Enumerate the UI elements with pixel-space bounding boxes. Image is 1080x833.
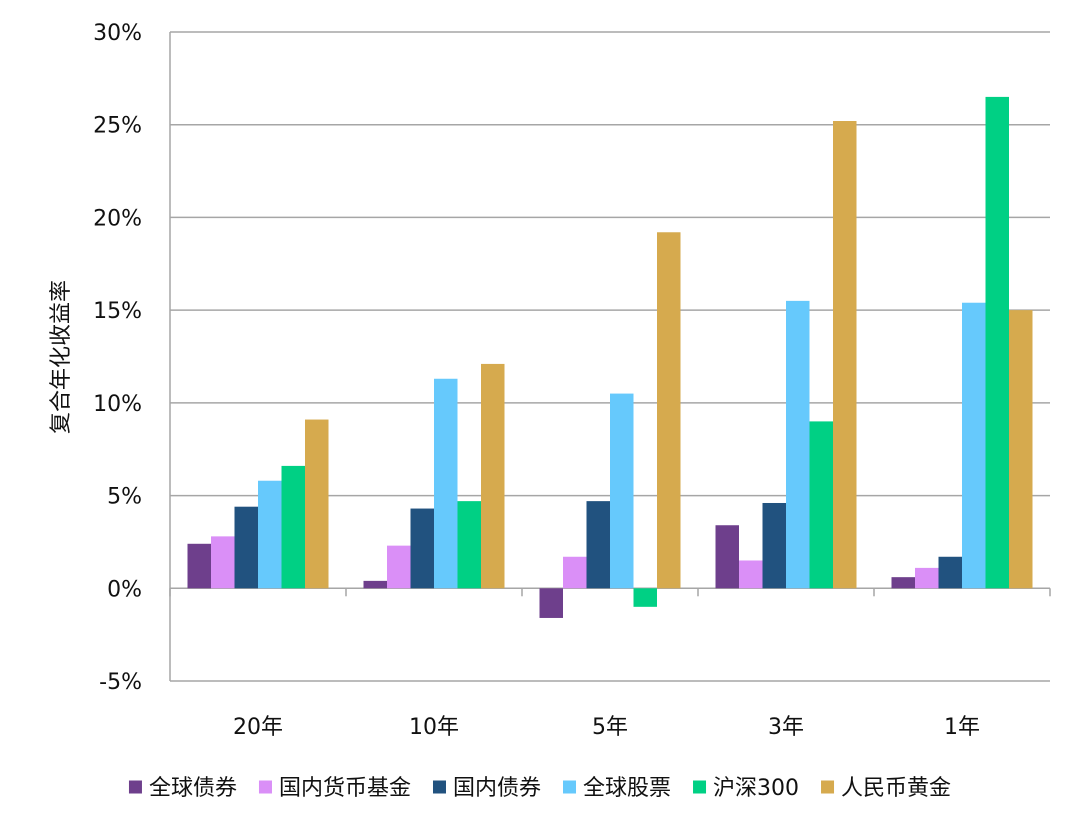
- bars: [187, 96, 1033, 618]
- x-tick-label: 10年: [409, 715, 459, 740]
- y-tick-label: 25%: [93, 114, 142, 139]
- legend-label: 沪深300: [713, 776, 799, 801]
- bar: [985, 96, 1009, 589]
- bar: [739, 560, 763, 589]
- bar: [786, 300, 810, 589]
- y-tick-label: 15%: [93, 299, 142, 324]
- bar: [211, 536, 235, 589]
- y-tick-label: 20%: [93, 206, 142, 231]
- bar: [809, 421, 833, 589]
- bar: [715, 525, 739, 589]
- legend-swatch: [258, 780, 272, 794]
- y-tick-label: 30%: [93, 21, 142, 46]
- bar: [633, 588, 657, 607]
- legend-item: 人民币黄金: [821, 776, 951, 801]
- x-tick-label: 20年: [233, 715, 283, 740]
- legend-item: 国内货币基金: [258, 776, 411, 801]
- x-tick-label: 5年: [592, 715, 628, 740]
- bar: [1009, 310, 1033, 589]
- y-tick-label: -5%: [99, 670, 142, 695]
- bar: [457, 501, 481, 589]
- legend-label: 全球债券: [149, 776, 237, 801]
- x-tick-label: 1年: [944, 715, 980, 740]
- bar: [891, 577, 915, 589]
- y-tick-label: 10%: [93, 392, 142, 417]
- bar: [833, 121, 857, 589]
- bar: [187, 543, 211, 589]
- bar: [434, 378, 458, 589]
- legend-swatch: [693, 780, 707, 794]
- x-tick-labels: 20年 10年 5年 3年 1年: [233, 715, 980, 740]
- legend-label: 国内货币基金: [279, 776, 411, 801]
- legend-label: 国内债券: [453, 776, 541, 801]
- legend-label: 人民币黄金: [841, 776, 951, 801]
- bar: [305, 419, 329, 589]
- legend-item: 国内债券: [432, 776, 541, 801]
- legend-item: 全球股票: [563, 776, 671, 801]
- legend-item: 全球债券: [128, 776, 237, 801]
- bar: [234, 506, 258, 589]
- bar: [586, 501, 610, 589]
- bar: [762, 502, 786, 589]
- x-tick-label: 3年: [768, 715, 804, 740]
- bar: [610, 393, 634, 589]
- bar: [258, 480, 282, 589]
- bar: [539, 588, 563, 618]
- legend: 全球债券 国内货币基金 国内债券 全球股票 沪深300 人民币黄金: [128, 776, 951, 801]
- y-axis-title: 复合年化收益率: [49, 280, 74, 434]
- legend-swatch: [432, 780, 446, 794]
- bar: [281, 465, 305, 589]
- y-tick-label: 0%: [107, 577, 142, 602]
- legend-item: 沪深300: [693, 776, 799, 801]
- bar: [962, 302, 986, 589]
- bar: [481, 363, 505, 589]
- legend-swatch: [563, 780, 577, 794]
- bar: [563, 556, 587, 589]
- legend-swatch: [821, 780, 835, 794]
- bar: [915, 567, 939, 589]
- bar: [363, 580, 387, 589]
- y-tick-label: 5%: [107, 485, 142, 510]
- legend-label: 全球股票: [583, 776, 671, 801]
- bar: [387, 545, 411, 589]
- bar: [938, 556, 962, 589]
- legend-swatch: [128, 780, 142, 794]
- bar: [657, 232, 681, 589]
- bar: [410, 508, 434, 589]
- y-tick-labels: -5% 0% 5% 10% 15% 20% 25% 30%: [93, 21, 142, 695]
